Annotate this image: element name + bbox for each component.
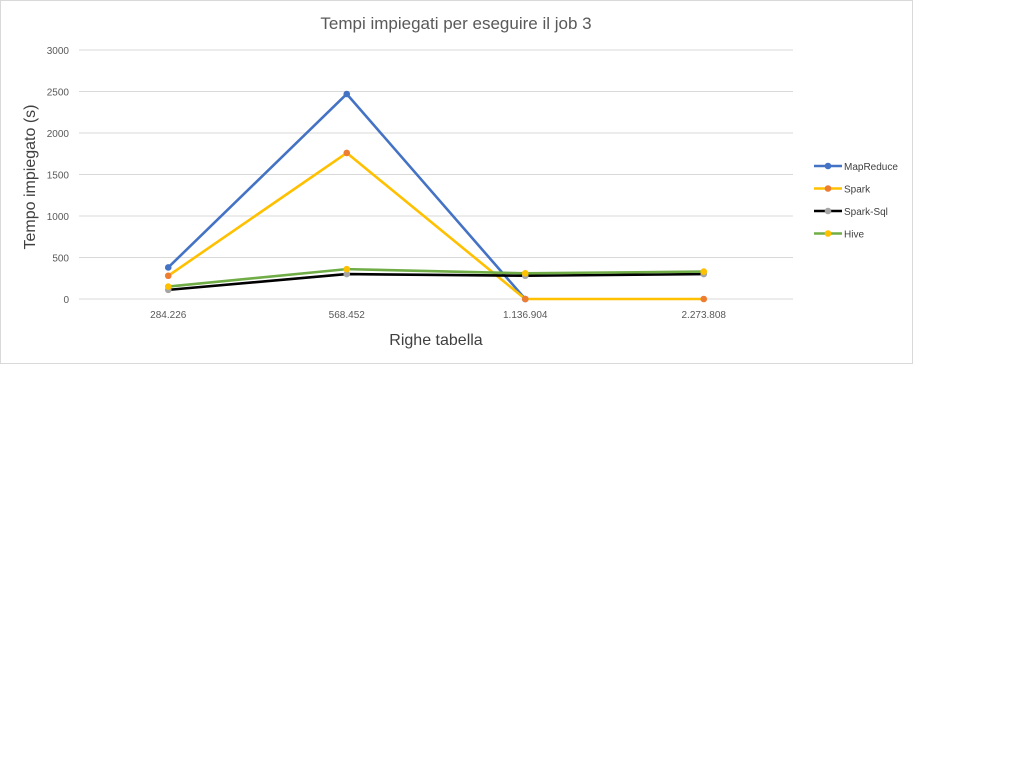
data-point-hive [700, 268, 708, 275]
data-point-hive [164, 283, 172, 290]
data-point-spark [700, 295, 708, 303]
y-tick-label: 1000 [47, 212, 70, 223]
series-markers [164, 90, 708, 303]
y-tick-label: 1500 [47, 171, 70, 182]
legend-label-spark-sql: Spark-Sql [844, 207, 888, 218]
y-tick-label: 2000 [47, 129, 70, 140]
legend-marker-mapreduce [824, 162, 832, 170]
legend-marker-spark [824, 185, 832, 192]
data-point-spark [343, 149, 351, 157]
x-axis-title: Righe tabella [389, 332, 483, 349]
legend-label-hive: Hive [844, 230, 864, 241]
data-point-mapreduce [343, 90, 351, 98]
data-point-hive [521, 269, 529, 277]
y-axis-title: Tempo impiegato (s) [22, 105, 39, 250]
series-lines [167, 92, 704, 301]
data-point-spark-sql [343, 270, 351, 278]
x-tick-label: 1.136.904 [503, 310, 548, 321]
x-tick-labels: 284.226 568.452 1.136.904 2.273.808 [150, 310, 726, 321]
chart-frame: Tempi impiegati per eseguire il job 3 0 5… [0, 0, 913, 364]
line-chart: Tempi impiegati per eseguire il job 3 0 5… [22, 14, 898, 349]
x-tick-label: 284.226 [150, 310, 187, 321]
y-tick-label: 500 [52, 254, 69, 265]
series-line-spark-sql [168, 272, 704, 292]
data-point-mapreduce [164, 264, 172, 271]
y-tick-label: 3000 [47, 46, 70, 57]
x-tick-label: 568.452 [329, 310, 366, 321]
legend-label-mapreduce: MapReduce [844, 162, 898, 173]
data-point-spark [164, 272, 172, 280]
legend-label-spark: Spark [844, 185, 871, 196]
y-tick-label: 0 [63, 295, 69, 306]
legend-marker-hive [824, 230, 832, 237]
series-line-hive [168, 267, 704, 288]
series-line-spark [167, 151, 704, 301]
legend: MapReduce Spark Spark-Sql Hive [814, 162, 898, 241]
data-point-spark [521, 295, 529, 303]
chart-title: Tempi impiegati per eseguire il job 3 [320, 14, 591, 33]
data-point-hive [343, 265, 351, 273]
legend-marker-spark-sql [824, 207, 832, 215]
x-tick-label: 2.273.808 [682, 310, 727, 321]
gridlines [79, 49, 793, 300]
y-tick-label: 2500 [47, 88, 70, 99]
y-tick-labels: 0 500 1000 1500 2000 2500 3000 [47, 46, 70, 306]
